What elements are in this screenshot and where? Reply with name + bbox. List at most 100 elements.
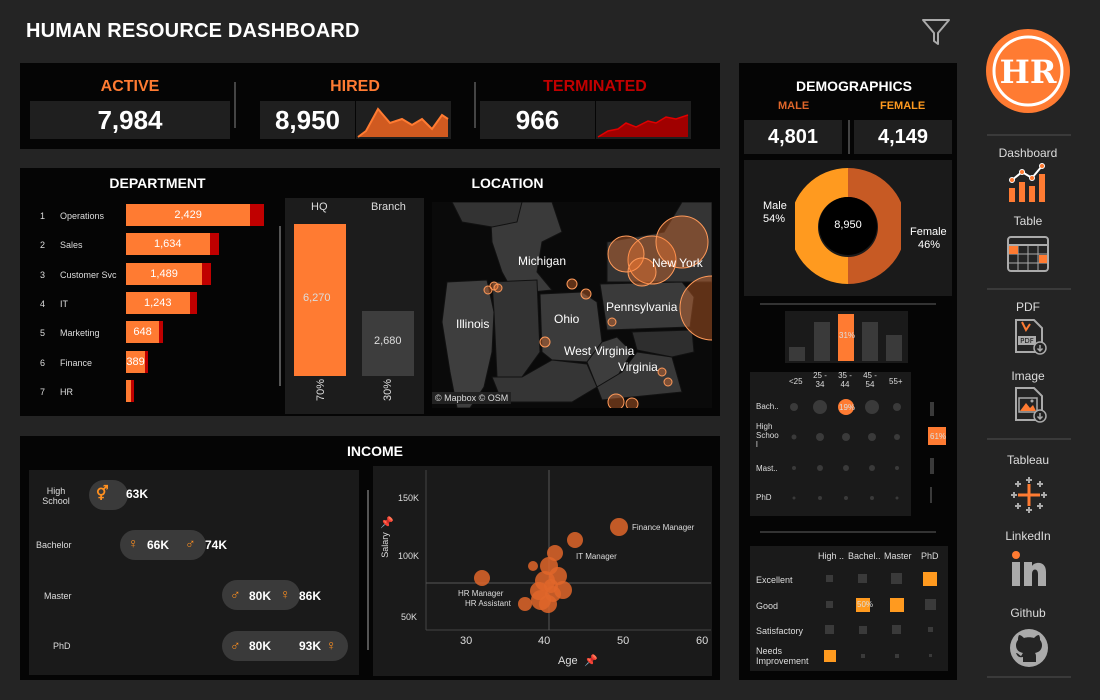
- department-bar[interactable]: [126, 379, 131, 402]
- map-attribution[interactable]: © Mapbox © OSM: [432, 392, 512, 404]
- department-row[interactable]: 6 Finance 389: [0, 350, 250, 375]
- divider: [760, 303, 936, 305]
- nav-table-label[interactable]: Table: [1013, 214, 1043, 228]
- x-tick-50: 50: [617, 635, 630, 647]
- department-rank: 7: [40, 386, 46, 397]
- scatter-label-it-manager: IT Manager: [576, 552, 617, 561]
- nav-pdf-label[interactable]: PDF: [1016, 300, 1040, 314]
- svg-text:PDF: PDF: [1020, 337, 1034, 345]
- age-bar[interactable]: [862, 322, 878, 361]
- filter-icon[interactable]: [920, 16, 952, 48]
- map-label-ohio: Ohio: [554, 312, 580, 326]
- nav-image-label[interactable]: Image: [1011, 369, 1045, 383]
- department-row[interactable]: 2 Sales 1,634: [0, 233, 250, 257]
- calendar-table-icon[interactable]: [1006, 233, 1050, 273]
- tableau-icon[interactable]: [1010, 476, 1048, 514]
- female-male-icon: ⚥: [96, 485, 109, 501]
- income-phd-male: 80K: [249, 639, 272, 653]
- income-row-label-master: Master: [44, 591, 72, 601]
- department-row[interactable]: 7 HR: [0, 379, 250, 404]
- perf-col-label: High ..: [818, 551, 845, 561]
- department-bar[interactable]: [126, 291, 190, 314]
- y-axis-label: Salary: [379, 532, 390, 558]
- nav-linkedin-label[interactable]: LinkedIn: [1005, 529, 1051, 543]
- hq-bar[interactable]: [294, 224, 346, 376]
- department-value: 1,634: [154, 238, 182, 251]
- linkedin-icon[interactable]: [1010, 550, 1048, 588]
- department-row[interactable]: 1 Operations 2,429: [0, 204, 264, 228]
- female-icon: ♀: [128, 535, 139, 551]
- pdf-download-icon[interactable]: PDF: [1012, 318, 1048, 356]
- age-education-dots[interactable]: [780, 395, 910, 510]
- scatter-label-hr-manager: HR Manager: [458, 589, 504, 598]
- pin-icon[interactable]: 📌: [380, 517, 394, 529]
- age-bar-highlight[interactable]: [838, 314, 854, 361]
- female-pct-label: Female: [910, 226, 947, 238]
- department-value: 389: [126, 355, 145, 368]
- hq-label: HQ: [311, 201, 328, 213]
- department-bar[interactable]: [126, 321, 160, 344]
- side-bar-highlight[interactable]: [928, 427, 946, 445]
- salary-age-scatter-plot[interactable]: [373, 466, 712, 676]
- department-row[interactable]: 5 Marketing 648: [0, 321, 250, 345]
- nav-dashboard-label[interactable]: Dashboard: [998, 146, 1058, 160]
- female-label: FEMALE: [880, 100, 926, 112]
- department-row[interactable]: 4 IT 1,243: [0, 291, 250, 316]
- branch-value: 2,680: [374, 335, 402, 347]
- department-row[interactable]: 3 Customer Svc 1,489: [0, 262, 250, 287]
- scrollbar[interactable]: [279, 226, 281, 386]
- map-label-illinois: Illinois: [456, 317, 490, 331]
- gender-donut-chart[interactable]: [795, 165, 901, 287]
- branch-bar[interactable]: [362, 310, 414, 376]
- income-high-school-male: 63K: [126, 487, 149, 501]
- image-download-icon[interactable]: [1012, 386, 1048, 424]
- age-bar[interactable]: [789, 347, 805, 361]
- y-tick-150k: 150K: [398, 493, 420, 503]
- department-bar[interactable]: [126, 262, 203, 285]
- income-pill-master[interactable]: [222, 580, 300, 610]
- age-bar[interactable]: [814, 322, 830, 361]
- age-col-label: 25 - 34: [813, 371, 827, 389]
- age-bar[interactable]: [886, 335, 902, 361]
- department-bar[interactable]: [126, 204, 251, 226]
- income-row-label-bachelor: Bachelor: [36, 540, 72, 550]
- male-icon: ♂: [185, 535, 196, 551]
- hq-percent: 70%: [315, 378, 327, 402]
- department-rank: 5: [40, 328, 46, 339]
- performance-squares[interactable]: [815, 568, 945, 668]
- department-bar-terminated: [202, 262, 211, 285]
- scrollbar[interactable]: [367, 490, 369, 650]
- nav-divider: [987, 438, 1071, 440]
- department-bar-terminated: [145, 350, 149, 373]
- department-bar[interactable]: [126, 233, 210, 256]
- dashboard-chart-icon[interactable]: [1005, 162, 1051, 204]
- age-education-matrix: [750, 372, 911, 516]
- age-highlight-pct: 31%: [839, 331, 856, 340]
- income-pill-phd[interactable]: [222, 631, 348, 661]
- location-map[interactable]: [432, 202, 712, 408]
- pin-icon[interactable]: 📌: [584, 655, 598, 667]
- nav-divider: [987, 134, 1071, 136]
- department-name: Marketing: [60, 328, 100, 339]
- x-tick-60: 60: [696, 635, 709, 647]
- donut-total: 8,950: [834, 219, 862, 231]
- department-bar[interactable]: [126, 350, 146, 373]
- hr-logo[interactable]: HR: [984, 27, 1072, 115]
- kpi-hired-value: 8,950: [260, 101, 355, 139]
- male-count: 4,801: [744, 120, 842, 154]
- scatter-label-finance-manager: Finance Manager: [632, 523, 695, 532]
- age-col-label: 55+: [889, 377, 903, 386]
- nav-github-label[interactable]: Github: [1010, 606, 1046, 620]
- department-value: 2,429: [174, 209, 202, 221]
- map-label-west-virginia: West Virginia: [564, 344, 635, 358]
- perf-col-label: Bachel..: [848, 551, 881, 561]
- branch-percent: 30%: [382, 378, 394, 402]
- income-pill-bachelor[interactable]: [120, 530, 206, 560]
- github-icon[interactable]: [1009, 628, 1049, 668]
- income-pill-high-school[interactable]: [89, 480, 128, 510]
- kpi-active-label: ACTIVE: [100, 78, 160, 95]
- income-master-female: 86K: [299, 589, 322, 603]
- nav-tableau-label[interactable]: Tableau: [1006, 453, 1050, 467]
- male-icon: ♂: [230, 586, 241, 602]
- income-row-label-phd: PhD: [53, 641, 71, 651]
